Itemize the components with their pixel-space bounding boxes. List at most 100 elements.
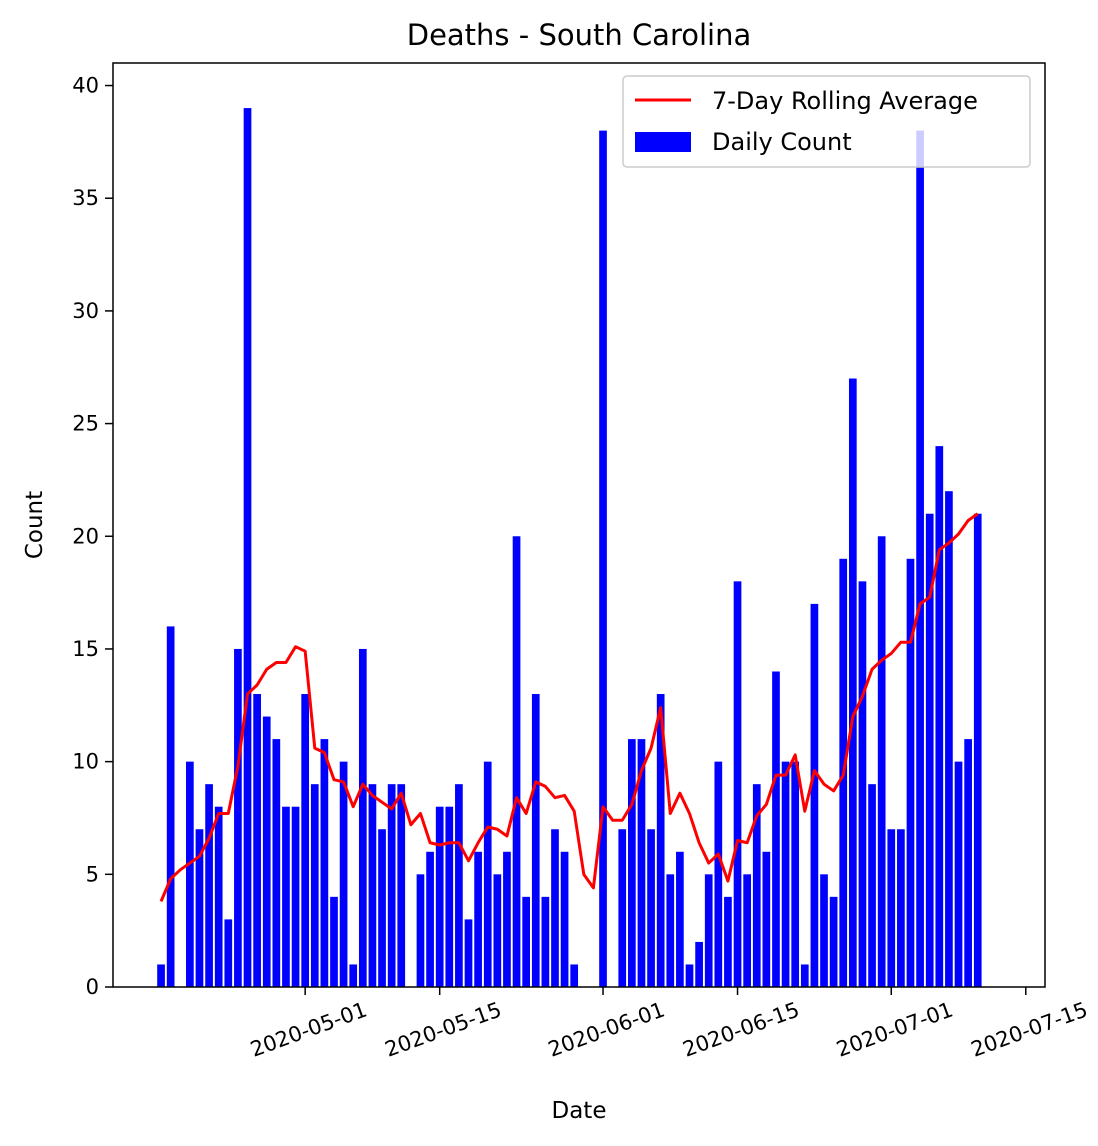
bar <box>800 964 809 987</box>
y-tick-label: 5 <box>86 862 99 886</box>
y-tick-label: 30 <box>72 299 99 323</box>
bar <box>570 964 579 987</box>
bar <box>387 784 396 987</box>
legend-box <box>622 75 1031 168</box>
bar <box>262 716 271 987</box>
bar <box>339 761 348 987</box>
bar <box>973 513 982 987</box>
bar <box>666 874 675 987</box>
bar <box>378 829 386 987</box>
x-tick-label: 2020-07-01 <box>833 997 956 1061</box>
x-axis: 2020-05-01 2020-05-15 2020-06-01 2020-06-15… <box>247 987 1091 1062</box>
y-tick-label: 15 <box>72 637 99 661</box>
bar <box>464 919 473 987</box>
x-tick-label: 2020-05-01 <box>247 997 370 1061</box>
bar <box>781 761 790 987</box>
bar <box>358 648 367 987</box>
bar <box>435 806 444 987</box>
x-tick-label: 2020-07-15 <box>968 997 1091 1061</box>
bar <box>493 874 502 987</box>
bar <box>945 491 953 987</box>
bar <box>474 851 482 987</box>
y-tick-label: 25 <box>72 412 99 436</box>
y-tick-label: 20 <box>72 524 99 548</box>
bar <box>954 761 963 987</box>
x-tick-label: 2020-05-15 <box>382 997 505 1061</box>
bar <box>503 851 511 987</box>
bar <box>531 694 540 987</box>
bar <box>724 896 732 987</box>
plot-frame <box>112 62 1046 988</box>
bar <box>695 941 703 987</box>
bar <box>301 694 310 987</box>
bar <box>897 829 905 987</box>
bar <box>647 829 655 987</box>
x-tick-label: 2020-06-01 <box>545 997 668 1061</box>
legend: 7-Day Rolling Average Daily Count <box>622 75 1031 168</box>
x-tick-label: 2020-06-15 <box>680 997 803 1061</box>
bar <box>195 829 204 987</box>
chart-title: Deaths - South Carolina <box>407 18 752 52</box>
bar <box>848 378 857 987</box>
bar <box>762 851 771 987</box>
bar <box>887 829 896 987</box>
rolling-average-line <box>159 512 979 902</box>
bar <box>714 761 723 987</box>
bar <box>791 761 800 987</box>
bar <box>916 130 924 988</box>
bar <box>676 851 684 987</box>
y-tick-label: 40 <box>72 74 99 98</box>
bar <box>810 603 819 987</box>
bar <box>877 536 886 987</box>
bars-group <box>157 108 982 988</box>
bar <box>560 851 569 987</box>
bar <box>368 784 377 987</box>
bar <box>291 806 300 987</box>
bar <box>426 851 434 987</box>
bar <box>772 671 780 987</box>
bar <box>868 784 876 987</box>
bar <box>166 626 175 987</box>
y-tick-label: 10 <box>72 750 99 774</box>
bar <box>512 536 521 987</box>
bar <box>205 784 213 987</box>
bar <box>455 784 463 987</box>
y-axis: 0 5 10 15 20 25 30 35 40 <box>72 74 113 999</box>
bar <box>685 964 694 987</box>
bar <box>618 829 627 987</box>
bar <box>253 694 261 987</box>
bar <box>637 739 646 987</box>
bar <box>272 739 281 987</box>
bar <box>243 108 252 987</box>
bar <box>829 896 838 987</box>
bar <box>656 694 665 987</box>
legend-label-daily-count: Daily Count <box>712 128 852 156</box>
bar <box>224 919 233 987</box>
bar <box>935 446 944 987</box>
bar <box>282 806 290 987</box>
bar <box>349 964 358 987</box>
bar <box>551 829 559 987</box>
bar <box>820 874 828 987</box>
x-axis-label: Date <box>552 1098 607 1124</box>
rolling-average-group <box>159 512 979 902</box>
y-tick-label: 0 <box>86 975 99 999</box>
bar <box>214 806 223 987</box>
bar <box>743 874 751 987</box>
bar <box>522 896 530 987</box>
legend-bar-swatch <box>635 132 691 152</box>
bar <box>320 739 329 987</box>
bar <box>483 761 492 987</box>
bar <box>310 784 319 987</box>
y-tick-label: 35 <box>72 186 99 210</box>
bar <box>964 739 972 987</box>
bar <box>330 896 338 987</box>
bar <box>234 648 242 987</box>
bar <box>157 964 165 987</box>
bar <box>397 784 406 987</box>
bar <box>925 513 934 987</box>
bar <box>628 739 636 987</box>
bar <box>733 581 742 987</box>
bar <box>416 874 425 987</box>
